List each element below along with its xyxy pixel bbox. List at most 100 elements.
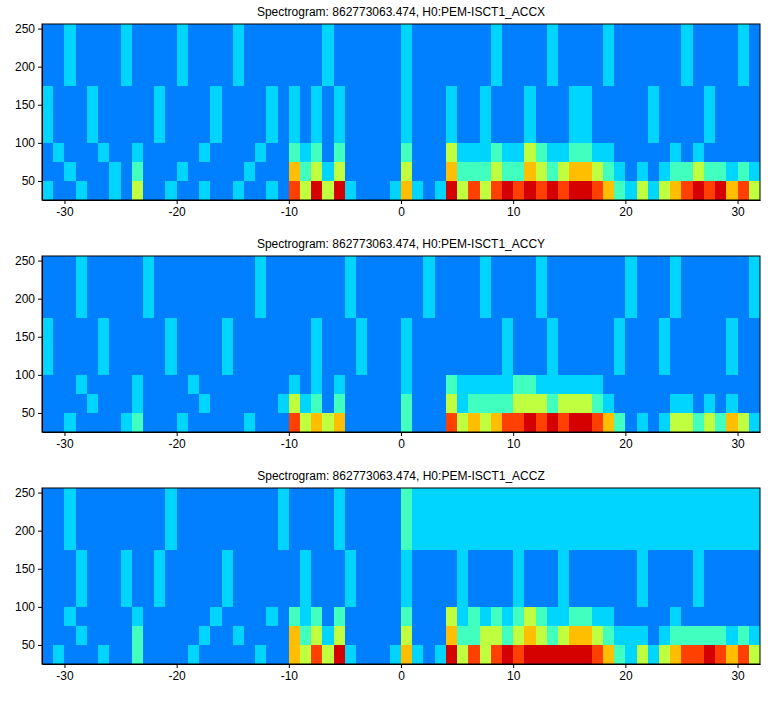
cell xyxy=(188,375,200,394)
cell xyxy=(64,607,76,626)
tick-mark xyxy=(38,181,42,182)
cell xyxy=(379,318,391,376)
cell xyxy=(222,626,234,645)
cell xyxy=(278,645,290,664)
cell xyxy=(468,394,480,413)
tick-mark xyxy=(64,432,65,436)
cell xyxy=(603,86,615,144)
cell xyxy=(345,143,357,162)
cell xyxy=(266,394,278,413)
cell xyxy=(457,645,469,664)
cell xyxy=(412,550,424,608)
cell xyxy=(334,550,346,608)
cell xyxy=(87,256,99,318)
cell xyxy=(233,318,245,376)
cell xyxy=(64,413,76,432)
cell xyxy=(255,162,267,181)
cell xyxy=(266,375,278,394)
cell xyxy=(749,626,760,645)
cell xyxy=(435,318,447,376)
tick-label: -10 xyxy=(281,205,299,219)
cell xyxy=(738,413,750,432)
tick-label: -20 xyxy=(168,205,186,219)
cell xyxy=(121,256,133,318)
cell xyxy=(614,394,626,413)
cell xyxy=(648,607,660,626)
cell xyxy=(255,626,267,645)
x-axis: -30-20-100102030 xyxy=(43,664,761,683)
cell xyxy=(659,488,671,550)
cell xyxy=(625,607,637,626)
cell xyxy=(188,413,200,432)
cell xyxy=(491,607,503,626)
cell xyxy=(614,162,626,181)
cell xyxy=(266,143,278,162)
cell xyxy=(53,318,65,376)
tick-mark xyxy=(38,493,42,494)
cell xyxy=(592,143,604,162)
cell xyxy=(132,413,144,432)
cell xyxy=(513,626,525,645)
cell xyxy=(412,394,424,413)
cell xyxy=(659,318,671,376)
cell xyxy=(715,24,727,86)
cell xyxy=(121,318,133,376)
cell xyxy=(278,162,290,181)
cell xyxy=(188,550,200,608)
cell xyxy=(581,375,593,394)
cell xyxy=(300,181,312,200)
cell xyxy=(177,413,189,432)
cell xyxy=(423,256,435,318)
cell xyxy=(693,626,705,645)
cell xyxy=(491,394,503,413)
cell xyxy=(513,607,525,626)
cell xyxy=(379,413,391,432)
cell xyxy=(693,181,705,200)
tick: 10 xyxy=(507,664,521,683)
cell xyxy=(233,550,245,608)
cell xyxy=(345,488,357,550)
cell xyxy=(681,626,693,645)
tick-mark xyxy=(401,432,402,436)
cell xyxy=(738,86,750,144)
cell xyxy=(446,550,458,608)
cell xyxy=(412,24,424,86)
cell xyxy=(457,607,469,626)
cell xyxy=(210,318,222,376)
cell xyxy=(749,413,760,432)
cell xyxy=(210,375,222,394)
cell xyxy=(524,626,536,645)
cell xyxy=(98,394,110,413)
cell xyxy=(513,162,525,181)
cell xyxy=(625,550,637,608)
cell xyxy=(457,162,469,181)
cell xyxy=(502,626,514,645)
cell xyxy=(76,550,88,608)
tick-label: -20 xyxy=(168,669,186,683)
cell xyxy=(322,550,334,608)
cell xyxy=(109,24,121,86)
cell xyxy=(311,413,323,432)
cell xyxy=(524,375,536,394)
cell xyxy=(266,626,278,645)
cell xyxy=(423,626,435,645)
cell xyxy=(749,488,760,550)
cell xyxy=(121,645,133,664)
cell xyxy=(210,488,222,550)
cell xyxy=(749,645,760,664)
cell xyxy=(199,488,211,550)
cell xyxy=(199,626,211,645)
cell xyxy=(491,24,503,86)
cell xyxy=(154,550,166,608)
cell xyxy=(379,24,391,86)
cell xyxy=(199,645,211,664)
cell xyxy=(569,86,581,144)
cell xyxy=(222,86,234,144)
cell xyxy=(592,256,604,318)
cell xyxy=(356,607,368,626)
cell xyxy=(558,488,570,550)
cell xyxy=(390,394,402,413)
tick: 150 xyxy=(15,562,42,576)
cell xyxy=(435,550,447,608)
cell xyxy=(592,318,604,376)
